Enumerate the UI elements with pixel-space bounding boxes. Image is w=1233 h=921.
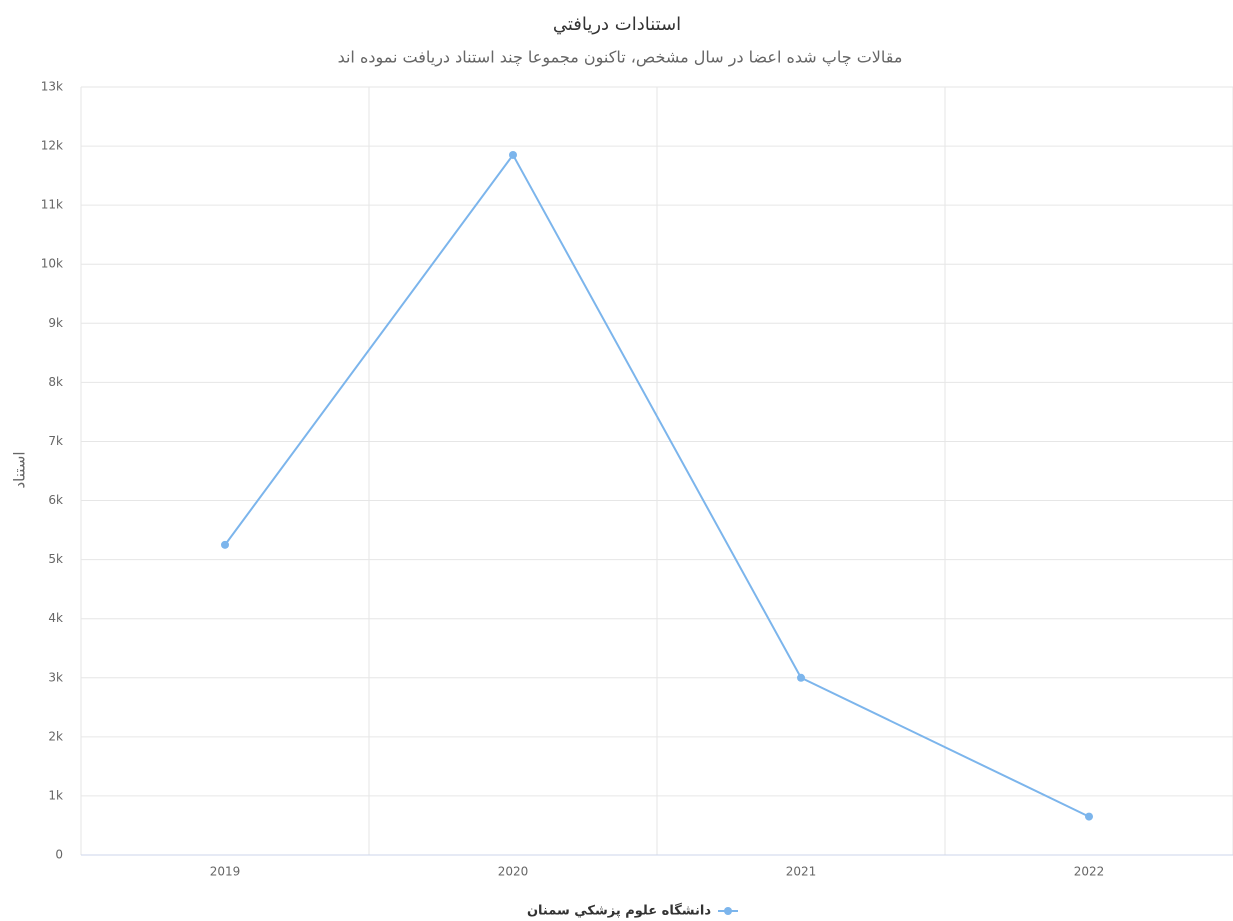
y-tick-label: 3k — [48, 670, 63, 684]
chart-title: استنادات دريافتي — [553, 14, 681, 35]
y-tick-label: 9k — [48, 316, 63, 330]
y-tick-label: 11k — [41, 198, 63, 212]
y-tick-label: 2k — [48, 729, 63, 743]
x-tick-label: 2021 — [786, 865, 817, 879]
x-tick-label: 2022 — [1074, 865, 1105, 879]
legend-marker — [724, 907, 732, 915]
x-tick-label: 2019 — [210, 865, 241, 879]
y-tick-label: 6k — [48, 493, 63, 507]
y-tick-label: 0 — [55, 848, 63, 862]
y-tick-label: 10k — [41, 257, 63, 271]
data-point — [797, 673, 805, 682]
y-tick-label: 1k — [48, 788, 63, 802]
y-axis-title: استناد — [11, 451, 29, 488]
y-tick-label: 12k — [41, 139, 63, 153]
y-tick-label: 8k — [48, 375, 63, 389]
legend-label: دانشگاه علوم پزشكي سمنان — [527, 903, 711, 919]
data-point — [1085, 812, 1093, 821]
data-point — [509, 150, 517, 159]
data-point — [221, 540, 229, 549]
x-tick-label: 2020 — [498, 865, 529, 879]
y-tick-label: 13k — [41, 80, 63, 94]
y-tick-label: 4k — [48, 611, 63, 625]
chart-subtitle: مقالات چاپ شده اعضا در سال مشخص، تاكنون … — [338, 48, 903, 68]
y-tick-label: 5k — [48, 552, 63, 566]
series-line — [224, 153, 1090, 818]
y-tick-label: 7k — [48, 434, 63, 448]
